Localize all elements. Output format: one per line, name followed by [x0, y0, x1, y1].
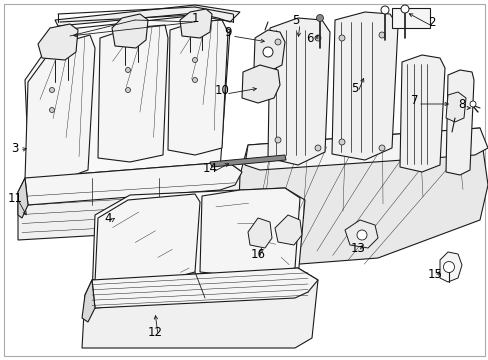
Polygon shape — [98, 25, 168, 162]
Text: 5: 5 — [350, 81, 358, 94]
Circle shape — [400, 5, 408, 13]
Text: 3: 3 — [11, 141, 19, 154]
Circle shape — [263, 47, 272, 57]
Text: 11: 11 — [7, 192, 22, 204]
Polygon shape — [267, 18, 329, 165]
Polygon shape — [38, 24, 78, 60]
Polygon shape — [55, 5, 240, 26]
Circle shape — [380, 6, 388, 14]
Circle shape — [443, 261, 453, 273]
Circle shape — [314, 35, 320, 41]
Polygon shape — [445, 92, 465, 122]
Text: 10: 10 — [214, 84, 229, 96]
Polygon shape — [331, 12, 397, 160]
Text: 15: 15 — [427, 269, 442, 282]
Text: 4: 4 — [104, 211, 112, 225]
Circle shape — [338, 35, 345, 41]
Circle shape — [316, 14, 323, 22]
Polygon shape — [168, 20, 227, 155]
Text: 2: 2 — [427, 15, 435, 28]
Circle shape — [49, 87, 54, 93]
Polygon shape — [274, 215, 302, 245]
Polygon shape — [209, 155, 285, 167]
Polygon shape — [92, 188, 305, 298]
Circle shape — [314, 145, 320, 151]
Circle shape — [274, 137, 281, 143]
Polygon shape — [92, 278, 311, 308]
Text: 12: 12 — [147, 325, 162, 338]
Circle shape — [192, 77, 197, 82]
Text: 1: 1 — [191, 12, 198, 24]
Circle shape — [469, 101, 475, 107]
Polygon shape — [391, 8, 429, 28]
Polygon shape — [253, 30, 285, 72]
Polygon shape — [82, 280, 95, 322]
Polygon shape — [247, 218, 271, 248]
Text: 14: 14 — [202, 162, 217, 175]
Polygon shape — [82, 268, 317, 348]
Circle shape — [338, 139, 345, 145]
Polygon shape — [18, 178, 28, 218]
Polygon shape — [180, 9, 212, 38]
Circle shape — [125, 68, 130, 72]
Circle shape — [356, 230, 366, 240]
Text: 8: 8 — [457, 99, 465, 112]
Polygon shape — [92, 268, 317, 308]
Polygon shape — [25, 162, 242, 205]
Polygon shape — [25, 15, 229, 195]
Text: 5: 5 — [292, 13, 299, 27]
Polygon shape — [200, 188, 299, 278]
Text: 7: 7 — [410, 94, 418, 107]
Polygon shape — [399, 55, 444, 172]
Circle shape — [378, 32, 384, 38]
Text: 6: 6 — [305, 31, 313, 45]
Polygon shape — [95, 194, 200, 282]
Polygon shape — [244, 128, 487, 170]
Text: 13: 13 — [350, 242, 365, 255]
Polygon shape — [18, 162, 242, 240]
Polygon shape — [242, 65, 280, 103]
Polygon shape — [238, 128, 487, 268]
Circle shape — [378, 145, 384, 151]
Circle shape — [192, 58, 197, 63]
Polygon shape — [25, 35, 95, 182]
Text: 9: 9 — [224, 26, 231, 39]
Polygon shape — [112, 14, 148, 48]
Circle shape — [49, 108, 54, 112]
Circle shape — [125, 87, 130, 93]
Polygon shape — [445, 70, 473, 175]
Polygon shape — [345, 220, 377, 248]
Circle shape — [274, 39, 281, 45]
Polygon shape — [439, 252, 461, 282]
Text: 16: 16 — [250, 248, 265, 261]
